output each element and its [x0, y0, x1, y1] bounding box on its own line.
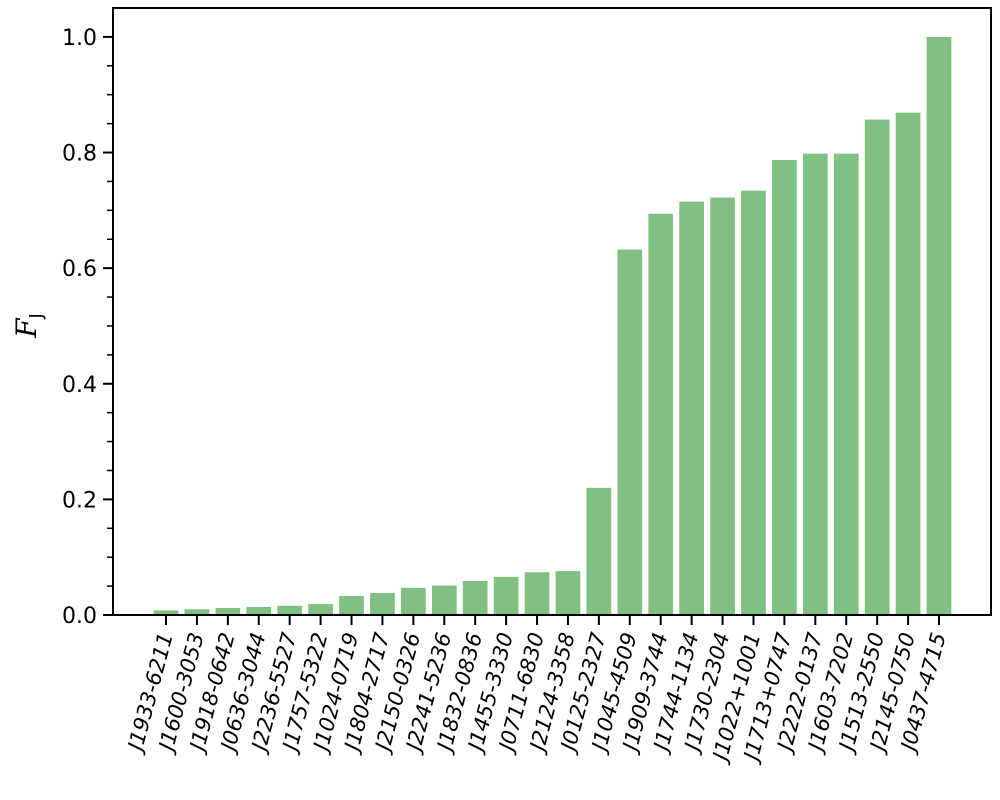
y-tick-label: 0.6 [62, 257, 97, 282]
bar-J0711-6830 [524, 572, 550, 615]
bar-J0125-2327 [586, 487, 612, 615]
bar-J1933-6211 [153, 610, 179, 615]
y-axis-label: FJ [10, 313, 47, 339]
bar-J1909-3744 [648, 213, 674, 615]
bar-J2222-0137 [802, 153, 828, 615]
bar-J2150-0326 [400, 587, 426, 615]
bars-group [153, 36, 952, 616]
bar-J1713+0747 [772, 160, 797, 615]
bar-J0636-3044 [246, 606, 272, 615]
bar-J2236-5527 [277, 605, 303, 615]
bar-J0437-4715 [926, 36, 952, 615]
bar-J1730-2304 [710, 197, 735, 615]
bar-J1022+1001 [741, 190, 766, 615]
y-tick-label: 0.8 [62, 142, 97, 167]
bar-J1600-3053 [184, 609, 210, 615]
y-tick-label: 0.4 [62, 373, 97, 398]
bar-J2124-3358 [555, 571, 581, 615]
bar-J1024-0719 [339, 595, 364, 615]
bar-J1832-0836 [462, 580, 488, 615]
bar-J2145-0750 [895, 112, 921, 615]
y-axis: 0.0 0.2 0.4 0.6 0.8 1.0 [62, 26, 113, 629]
bar-J1513-2550 [864, 119, 890, 615]
y-tick-label: 0.2 [62, 488, 97, 513]
bar-J1757-5322 [308, 604, 333, 615]
y-tick-label: 1.0 [62, 26, 97, 51]
bar-J1603-7202 [833, 153, 859, 615]
bar-J1045-4509 [617, 249, 643, 616]
plot-frame [112, 7, 992, 616]
bar-J1744-1134 [679, 201, 705, 615]
x-axis: J1933-6211J1600-3053J1918-0642J0636-3044… [122, 615, 951, 766]
y-axis-label-main: F [10, 317, 43, 339]
bar-J1804-2717 [370, 593, 395, 615]
y-axis-label-subscript: J [26, 313, 47, 319]
bar-J2241-5236 [431, 585, 457, 615]
bar-J1455-3330 [493, 576, 519, 615]
bar-J1918-0642 [215, 608, 241, 615]
y-tick-label: 0.0 [62, 604, 97, 629]
